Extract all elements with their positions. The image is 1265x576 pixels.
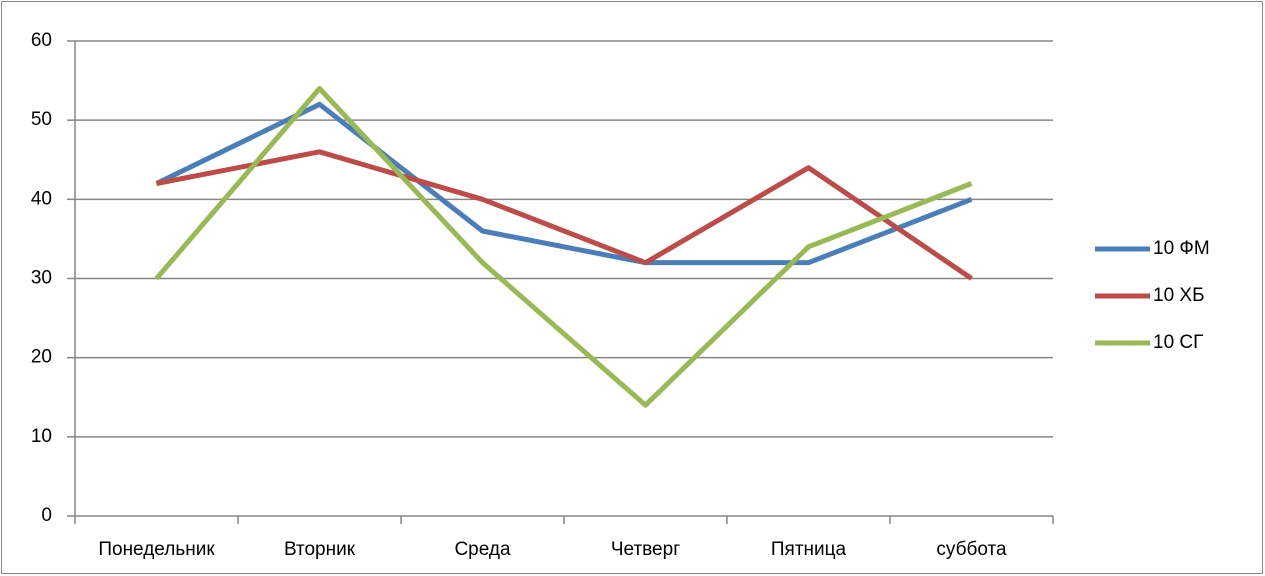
legend-label: 10 ФМ (1153, 238, 1210, 259)
series-line (156, 149, 973, 281)
legend-label: 10 СГ (1153, 332, 1203, 353)
legend-label: 10 ХБ (1153, 285, 1205, 306)
x-tick-label: суббота (936, 539, 1007, 560)
y-tick-label: 10 (31, 426, 52, 447)
y-tick-label: 20 (31, 347, 52, 368)
x-tick-label: Пятница (771, 539, 847, 560)
y-tick-label: 50 (31, 109, 52, 130)
x-tick-label: Вторник (284, 539, 356, 560)
series-line (154, 86, 973, 408)
x-tick-label: Среда (454, 539, 511, 560)
x-tick-label: Четверг (611, 539, 680, 560)
y-tick-label: 40 (31, 188, 52, 209)
y-tick-label: 30 (31, 268, 52, 289)
x-tick-label: Понедельник (98, 539, 215, 560)
y-tick-label: 60 (31, 30, 52, 51)
y-tick-label: 0 (41, 505, 52, 526)
